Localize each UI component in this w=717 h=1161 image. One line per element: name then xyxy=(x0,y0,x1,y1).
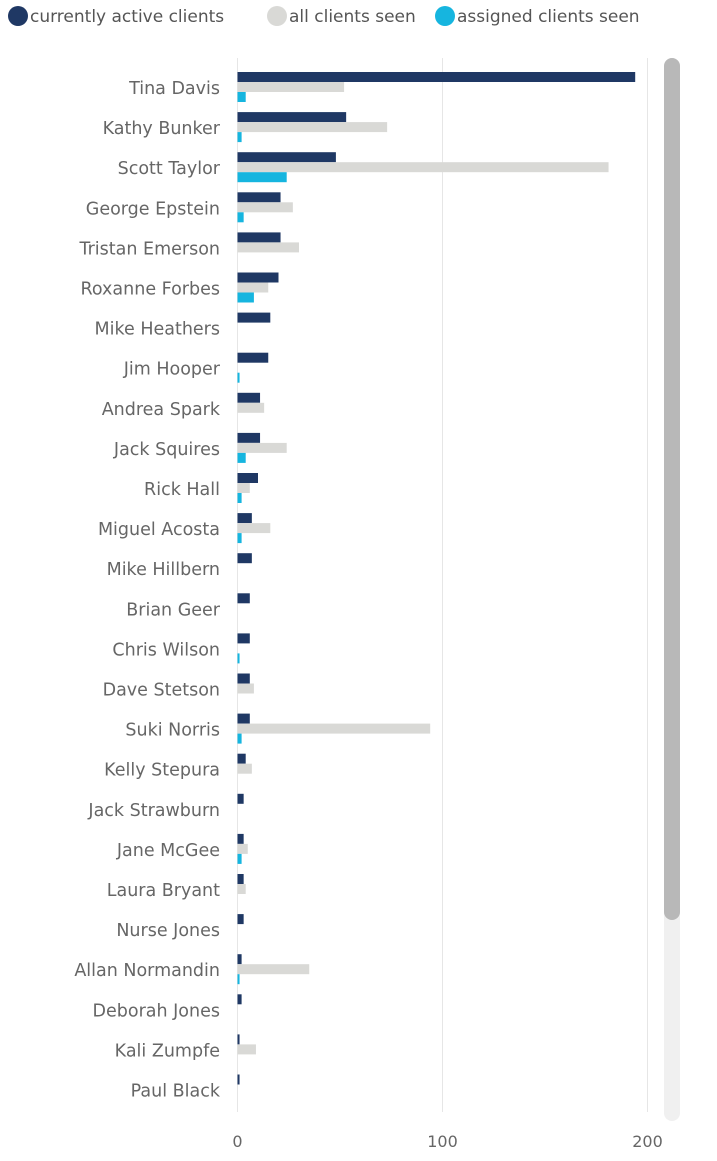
bar-3 xyxy=(237,212,244,223)
bar-1 xyxy=(237,914,244,925)
category-label: Paul Black xyxy=(131,1082,221,1102)
bar-1 xyxy=(237,352,269,363)
category-label: Kelly Stepura xyxy=(104,761,220,781)
bar-1 xyxy=(237,994,242,1005)
bar-2 xyxy=(237,1044,256,1055)
category-label: Dave Stetson xyxy=(103,681,220,701)
category-label: Suki Norris xyxy=(125,721,220,741)
category-label: Mike Heathers xyxy=(95,320,220,340)
bar-1 xyxy=(237,833,244,844)
bar-1 xyxy=(237,232,281,243)
bar-3 xyxy=(237,452,246,463)
bar-1 xyxy=(237,593,250,604)
bar-3 xyxy=(237,372,240,383)
bar-1 xyxy=(237,793,244,804)
category-label: George Epstein xyxy=(86,199,220,219)
scrollbar[interactable] xyxy=(664,58,680,1121)
bar-2 xyxy=(237,282,269,293)
legend-label-1: currently active clients xyxy=(30,7,224,27)
category-labels: Tina Davis Kathy Bunker Scott Taylor George… xyxy=(74,79,221,1102)
bar-3 xyxy=(237,132,242,143)
bar-3 xyxy=(237,292,254,303)
bar-3 xyxy=(237,974,240,985)
x-axis-ticks: 0 100 200 xyxy=(232,1132,662,1151)
bar-1 xyxy=(237,112,347,123)
category-label: Kali Zumpfe xyxy=(115,1041,220,1061)
legend: currently active clients all clients seen… xyxy=(8,6,640,27)
category-label: Roxanne Forbes xyxy=(81,280,220,300)
category-label: Jane McGee xyxy=(116,841,220,861)
bar-2 xyxy=(237,202,293,213)
bar-2 xyxy=(237,523,271,534)
bar-3 xyxy=(237,733,242,744)
bar-1 xyxy=(237,72,636,82)
bar-2 xyxy=(237,683,254,694)
legend-label-2: all clients seen xyxy=(289,7,416,27)
bar-1 xyxy=(237,432,261,443)
legend-swatch-3 xyxy=(435,6,455,26)
legend-swatch-1 xyxy=(8,6,28,26)
bar-2 xyxy=(237,402,265,413)
bar-2 xyxy=(237,763,252,774)
category-label: Chris Wilson xyxy=(112,640,220,660)
bar-2 xyxy=(237,884,246,894)
bar-1 xyxy=(237,633,250,644)
category-label: Jack Squires xyxy=(113,440,220,460)
x-tick-label: 200 xyxy=(632,1132,663,1151)
bar-1 xyxy=(237,713,250,724)
legend-label-3: assigned clients seen xyxy=(457,7,640,27)
scrollbar-thumb[interactable] xyxy=(664,58,680,920)
bar-2 xyxy=(237,723,431,734)
category-label: Laura Bryant xyxy=(107,881,220,901)
bar-1 xyxy=(237,312,271,323)
bar-1 xyxy=(237,152,336,163)
category-label: Jim Hooper xyxy=(123,360,221,380)
bar-1 xyxy=(237,673,250,684)
bar-1 xyxy=(237,513,252,524)
bar-2 xyxy=(237,843,248,854)
bar-1 xyxy=(237,473,258,483)
bar-1 xyxy=(237,272,279,283)
category-label: Miguel Acosta xyxy=(98,520,220,540)
category-label: Nurse Jones xyxy=(116,921,220,941)
category-label: Brian Geer xyxy=(126,600,221,620)
bar-2 xyxy=(237,242,299,253)
bar-1 xyxy=(237,874,244,884)
bar-3 xyxy=(237,172,287,183)
bar-2 xyxy=(237,483,250,493)
bar-3 xyxy=(237,533,242,544)
bar-1 xyxy=(237,1074,240,1085)
bar-3 xyxy=(237,493,242,503)
category-label: Deborah Jones xyxy=(93,1001,220,1021)
category-label: Tristan Emerson xyxy=(78,239,220,259)
bar-1 xyxy=(237,1034,240,1045)
category-label: Scott Taylor xyxy=(118,159,221,179)
legend-swatch-2 xyxy=(267,6,287,26)
bar-1 xyxy=(237,392,261,403)
category-label: Tina Davis xyxy=(128,79,220,99)
bar-1 xyxy=(237,192,281,203)
bar-3 xyxy=(237,653,240,664)
category-label: Allan Normandin xyxy=(74,961,220,981)
bar-2 xyxy=(237,442,287,453)
category-label: Andrea Spark xyxy=(102,400,221,420)
category-label: Jack Strawburn xyxy=(87,801,220,821)
bar-2 xyxy=(237,162,609,173)
bar-3 xyxy=(237,92,246,102)
x-tick-label: 0 xyxy=(232,1132,242,1151)
bar-3 xyxy=(237,853,242,864)
category-label: Rick Hall xyxy=(144,480,220,500)
bars xyxy=(237,72,636,1085)
bar-1 xyxy=(237,553,252,564)
bar-1 xyxy=(237,954,242,965)
category-label: Kathy Bunker xyxy=(103,119,221,139)
category-label: Mike Hillbern xyxy=(107,560,220,580)
x-tick-label: 100 xyxy=(427,1132,458,1151)
gridlines xyxy=(237,58,648,1112)
bar-2 xyxy=(237,82,345,92)
bar-2 xyxy=(237,122,388,133)
bar-1 xyxy=(237,753,246,764)
bar-2 xyxy=(237,964,310,975)
